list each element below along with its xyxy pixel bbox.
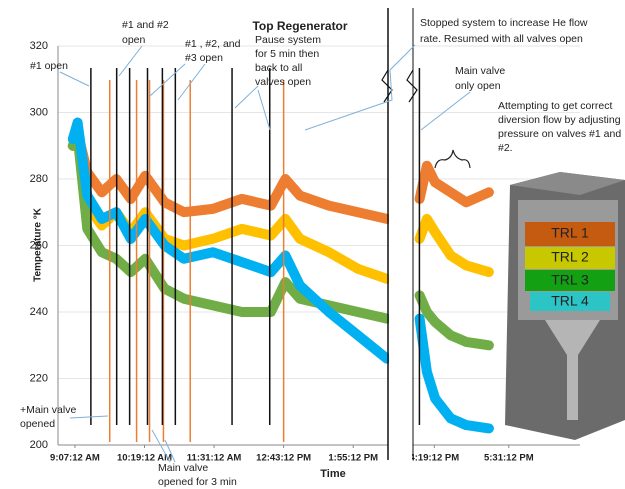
- annotation: #1 and #2: [122, 19, 169, 31]
- annotation: only open: [455, 80, 501, 92]
- annotation: Pause system: [255, 34, 321, 46]
- axis-break-gap: [389, 6, 412, 465]
- chart-title: Top Regenerator: [252, 19, 347, 33]
- y-axis-label: Temperature °K: [33, 207, 44, 282]
- series-label: TRL 2: [551, 249, 589, 265]
- annotation: +Main valve: [20, 404, 76, 416]
- series-layer: [73, 123, 489, 429]
- annotation: diversion flow by adjusting: [498, 114, 621, 126]
- series-label: TRL 4: [551, 293, 589, 309]
- y-tick-label: 200: [30, 439, 48, 451]
- y-tick-label: 280: [30, 173, 48, 185]
- arrow: [70, 416, 108, 418]
- annotation: opened for 3 min: [158, 476, 237, 488]
- x-tick-label: 5:31:12 PM: [484, 453, 534, 464]
- annotation: #1 , #2, and: [185, 38, 241, 50]
- y-tick-label: 320: [30, 40, 48, 52]
- annotation: Main valve: [158, 462, 208, 474]
- annotation: Stopped system to increase He flow: [420, 17, 588, 29]
- series-label: TRL 3: [551, 272, 589, 288]
- annotation: rate. Resumed with all valves open: [420, 33, 583, 45]
- arrow: [178, 64, 205, 100]
- y-tick-label: 220: [30, 372, 48, 384]
- annotation: #1 open: [30, 60, 68, 72]
- arrow: [60, 72, 89, 86]
- annotation: open: [122, 34, 146, 46]
- annotation: for 5 min then: [255, 48, 319, 60]
- series-label: TRL 1: [551, 225, 589, 241]
- arrow: [235, 86, 258, 108]
- y-tick-label: 240: [30, 306, 48, 318]
- x-tick-label: 4:19:12 PM: [409, 453, 459, 464]
- annotation: #2.: [498, 142, 513, 154]
- arrow: [119, 46, 142, 76]
- marker-layer: [91, 68, 420, 442]
- x-tick-label: 1:55:12 PM: [328, 453, 378, 464]
- arrow: [421, 92, 470, 130]
- annotation: Attempting to get correct: [498, 100, 612, 112]
- inset-model: TRL 1 TRL 2 TRL 3 TRL 4: [505, 172, 625, 440]
- x-tick-label: 9:07:12 AM: [50, 453, 100, 464]
- annotation: opened: [20, 418, 55, 430]
- x-axis-label: Time: [320, 468, 345, 480]
- annotation: pressure on valves #1 and: [498, 128, 621, 140]
- annotation: back to all: [255, 62, 302, 74]
- annotation: valves open: [255, 76, 311, 88]
- annotation: #3 open: [185, 52, 223, 64]
- chart: 2002202402602803003209:07:12 AM10:19:12 …: [0, 0, 625, 489]
- brace: [435, 150, 470, 168]
- arrow: [258, 90, 270, 130]
- y-tick-label: 300: [30, 106, 48, 118]
- series-band: [73, 132, 489, 219]
- arrow: [150, 64, 185, 96]
- x-tick-label: 12:43:12 PM: [256, 453, 311, 464]
- annotation: Main valve: [455, 65, 505, 77]
